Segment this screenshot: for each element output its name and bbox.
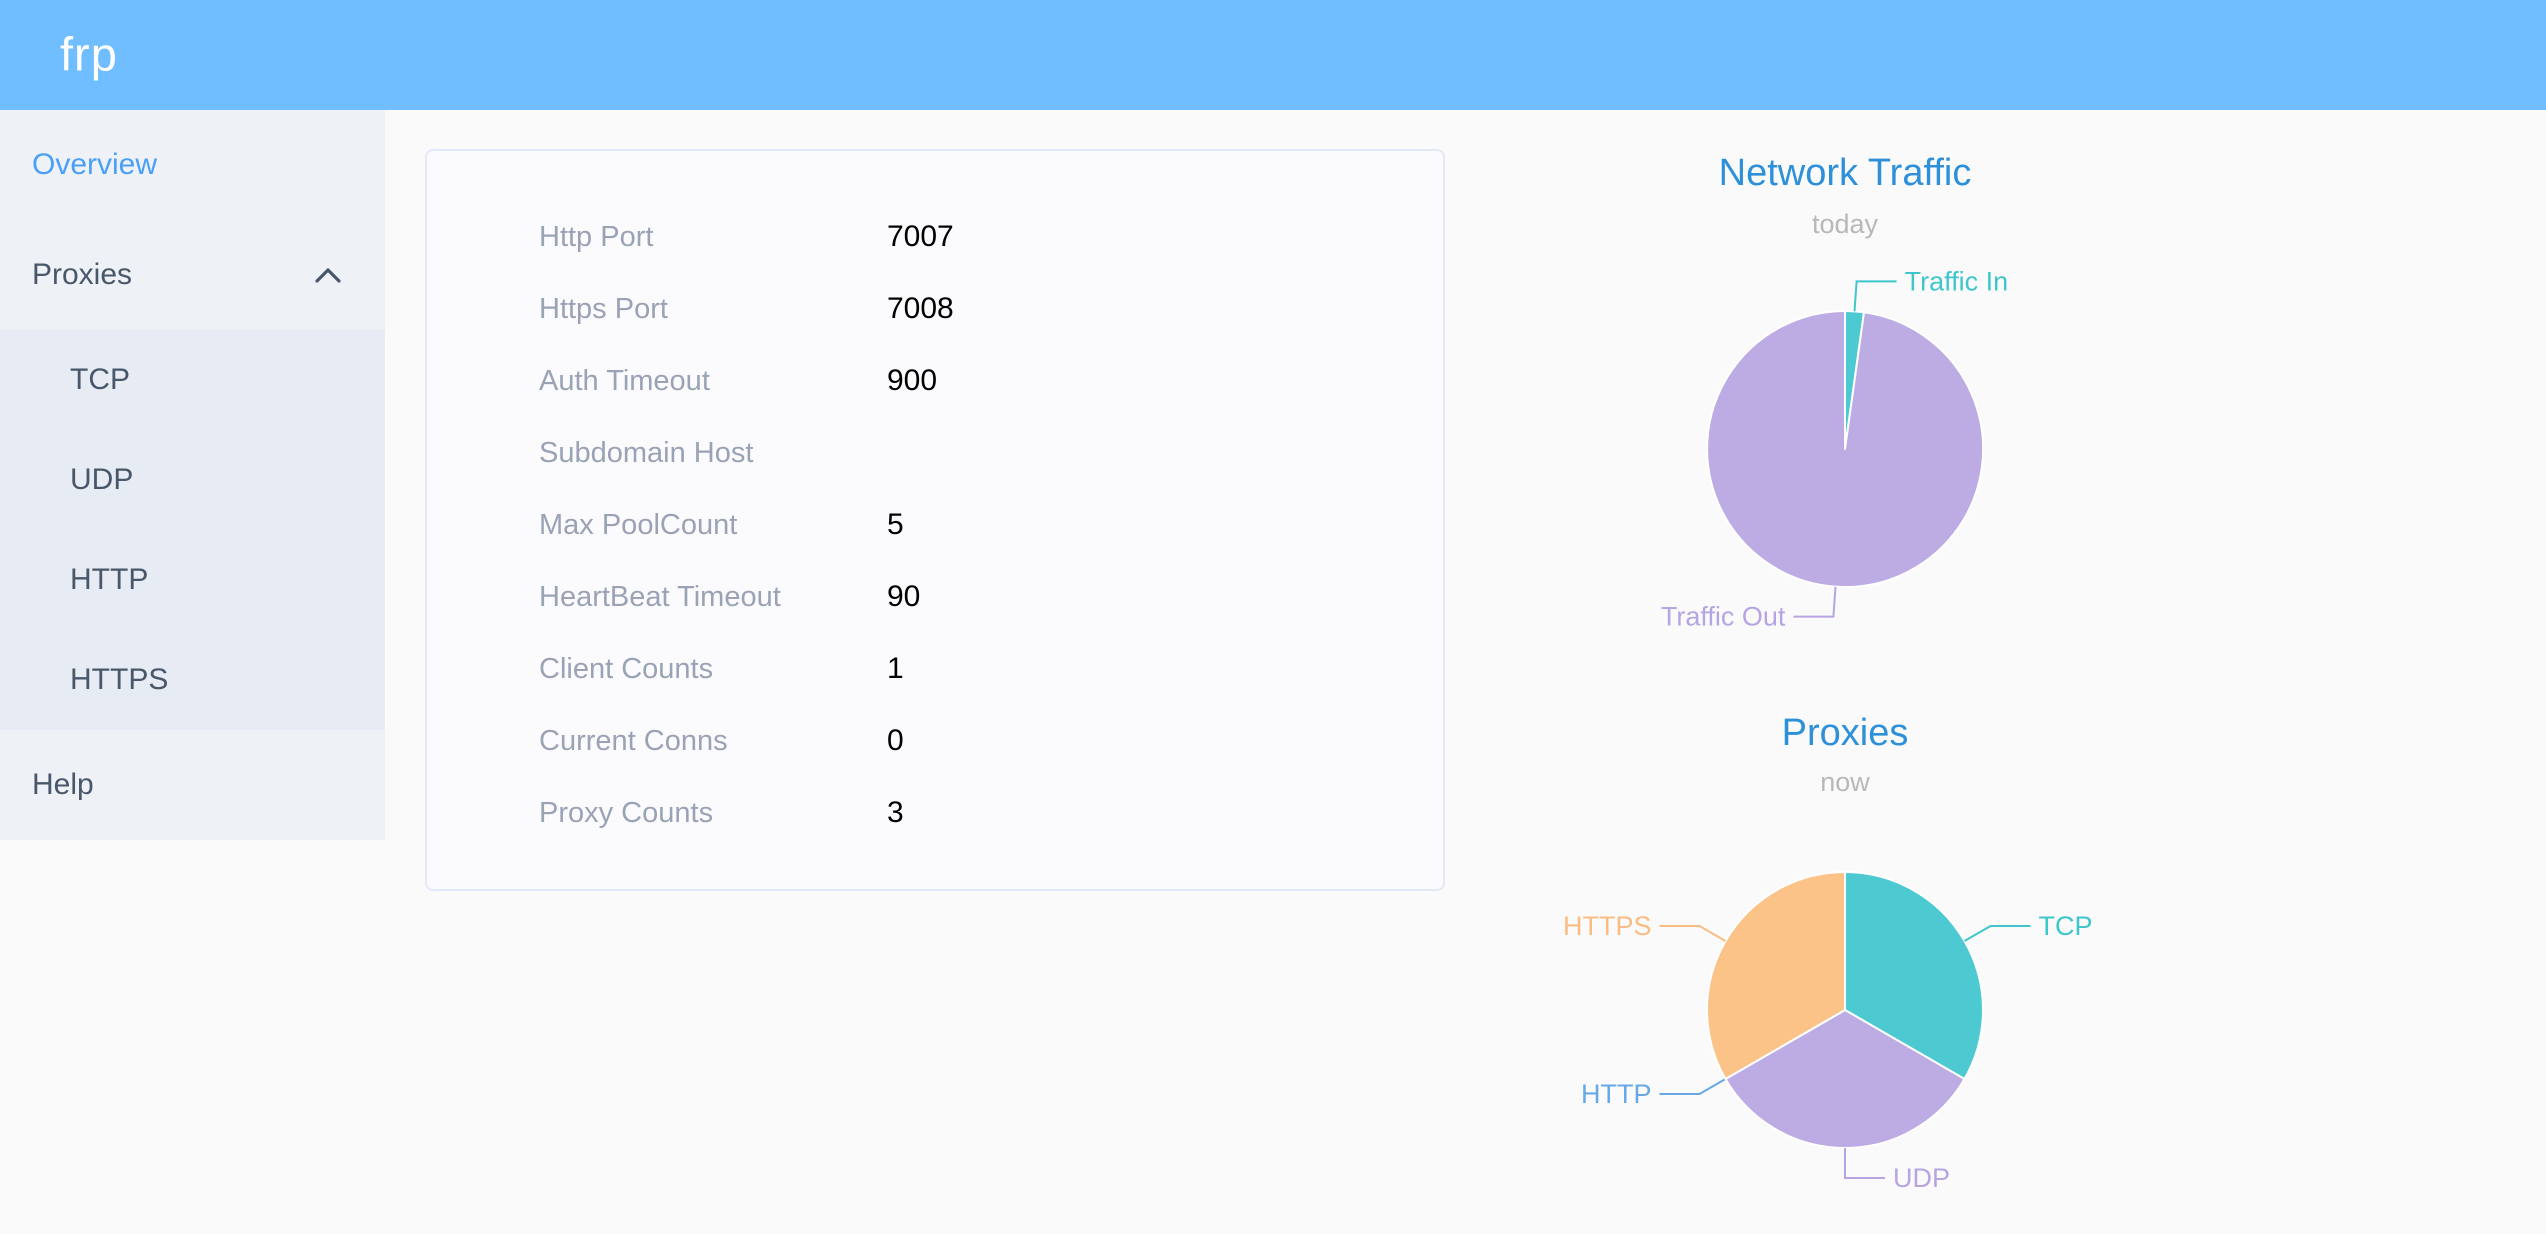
- pie-label-tcp: TCP: [2039, 911, 2093, 941]
- sidebar-item-label: Proxies: [32, 258, 133, 291]
- chevron-up-icon: [315, 267, 341, 283]
- sidebar-item-proxies[interactable]: Proxies: [0, 220, 385, 330]
- network-traffic-pie-chart[interactable]: Traffic In Traffic Out: [1545, 250, 2145, 670]
- info-value: 5: [887, 508, 904, 541]
- sidebar-item-help[interactable]: Help: [0, 730, 385, 840]
- info-label: Subdomain Host: [539, 436, 754, 469]
- pie-label-line-tcp: [1964, 925, 2031, 942]
- info-value: 1: [887, 652, 904, 685]
- info-row-https-port: Https Port 7008: [539, 273, 1403, 345]
- sidebar-item-label: Help: [32, 768, 94, 801]
- info-label: Max PoolCount: [539, 508, 738, 541]
- sidebar-submenu-proxies: TCP UDP HTTP HTTPS: [0, 330, 385, 730]
- pie-label-traffic-in: Traffic In: [1905, 266, 2009, 296]
- info-value: 900: [887, 364, 938, 397]
- info-value: 0: [887, 724, 904, 757]
- pie-label-line-udp: [1844, 1148, 1885, 1179]
- info-label: HeartBeat Timeout: [539, 580, 781, 613]
- info-value: 7007: [887, 220, 954, 253]
- sidebar-item-label: Overview: [32, 148, 158, 181]
- sidebar-item-https[interactable]: HTTPS: [0, 630, 385, 730]
- info-label: Client Counts: [539, 652, 714, 685]
- server-info-card: Http Port 7007 Https Port 7008 Auth Time…: [425, 149, 1445, 891]
- info-row-subdomain-host: Subdomain Host: [539, 417, 1403, 489]
- info-row-client-counts: Client Counts 1: [539, 633, 1403, 705]
- sidebar-item-http[interactable]: HTTP: [0, 530, 385, 630]
- pie-label-https: HTTPS: [1563, 911, 1652, 941]
- pie-label-line-traffic-out: [1793, 586, 1837, 618]
- info-row-current-conns: Current Conns 0: [539, 705, 1403, 777]
- sidebar: Overview Proxies TCP UDP HTTP HTTPS Help: [0, 110, 385, 840]
- proxies-chart-subtitle: now: [1820, 767, 1870, 797]
- pie-label-traffic-out: Traffic Out: [1661, 602, 1786, 632]
- info-label: Current Conns: [539, 724, 728, 757]
- info-label: Http Port: [539, 220, 654, 253]
- pie-label-line-https: [1659, 925, 1726, 942]
- app-header: frp: [0, 0, 2546, 110]
- sidebar-item-tcp[interactable]: TCP: [0, 330, 385, 430]
- sidebar-item-label: UDP: [70, 463, 134, 496]
- info-row-max-poolcount: Max PoolCount 5: [539, 489, 1403, 561]
- info-value: 90: [887, 580, 921, 613]
- info-value: 3: [887, 796, 904, 829]
- pie-label-udp: UDP: [1893, 1163, 1950, 1193]
- info-row-auth-timeout: Auth Timeout 900: [539, 345, 1403, 417]
- pie-label-line-http: [1659, 1078, 1726, 1095]
- sidebar-item-label: TCP: [70, 363, 130, 396]
- pie-slice-udp[interactable]: [1724, 1009, 1966, 1149]
- info-row-proxy-counts: Proxy Counts 3: [539, 777, 1403, 849]
- network-traffic-chart-title: Network Traffic: [1718, 152, 1972, 194]
- proxies-pie-chart[interactable]: TCP UDP HTTP HTTPS: [1545, 810, 2145, 1230]
- pie-slice-traffic-out[interactable]: [1706, 310, 1985, 588]
- info-label: Https Port: [539, 292, 668, 325]
- info-row-http-port: Http Port 7007: [539, 201, 1403, 273]
- sidebar-item-udp[interactable]: UDP: [0, 430, 385, 530]
- info-row-heartbeat-timeout: HeartBeat Timeout 90: [539, 561, 1403, 633]
- info-label: Auth Timeout: [539, 364, 710, 397]
- network-traffic-chart-subtitle: today: [1811, 209, 1879, 239]
- sidebar-item-label: HTTPS: [70, 663, 169, 696]
- proxies-chart-title: Proxies: [1781, 712, 1909, 754]
- sidebar-item-label: HTTP: [70, 563, 149, 596]
- app-logo: frp: [60, 27, 118, 81]
- sidebar-item-overview[interactable]: Overview: [0, 110, 385, 220]
- pie-slice-tcp[interactable]: [1844, 871, 1984, 1080]
- info-label: Proxy Counts: [539, 796, 714, 829]
- pie-label-http: HTTP: [1581, 1079, 1652, 1109]
- info-value: 7008: [887, 292, 954, 325]
- pie-label-line-traffic-in: [1853, 280, 1897, 312]
